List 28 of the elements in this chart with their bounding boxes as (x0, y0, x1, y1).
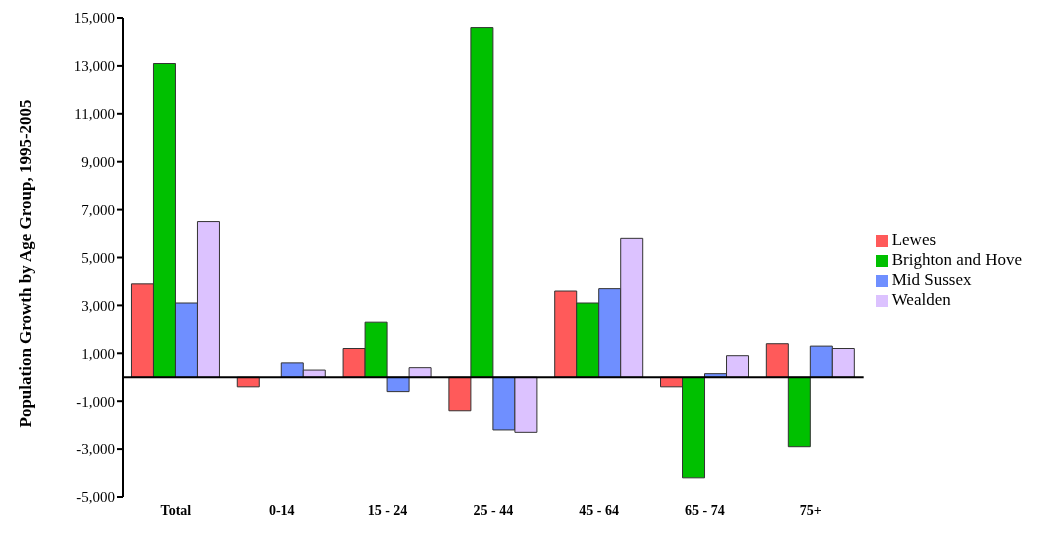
x-tick-label: 15 - 24 (367, 502, 408, 518)
y-tick-label: 5,000 (81, 249, 115, 266)
bar (470, 27, 494, 378)
y-tick-label: 3,000 (81, 297, 115, 314)
bar (787, 376, 811, 448)
x-tick-label: 65 - 74 (685, 502, 725, 518)
y-tick-label: 1,000 (81, 345, 115, 362)
bar (765, 343, 789, 378)
x-tick-label: 0-14 (268, 502, 295, 518)
y-tick-label: 11,000 (74, 106, 115, 123)
legend-label: Lewes (891, 230, 937, 249)
y-tick-label: 7,000 (81, 201, 115, 218)
x-tick-label: 25 - 44 (473, 502, 514, 518)
y-axis-title: Population Growth by Age Group, 1995-2005 (16, 99, 36, 428)
bar (386, 376, 410, 393)
x-tick-label: 45 - 64 (579, 502, 619, 518)
legend-label: Brighton and Hove (891, 250, 1022, 269)
legend-label: Wealden (891, 290, 951, 309)
bar (448, 376, 472, 412)
y-tick-label: -1,000 (76, 393, 115, 410)
y-tick-label: 15,000 (73, 10, 115, 27)
x-tick-label: Total (160, 502, 192, 518)
y-tick-label: 9,000 (81, 154, 115, 171)
y-tick-label: -3,000 (76, 441, 115, 458)
y-tick-label: -5,000 (76, 489, 115, 506)
legend-label: Mid Sussex (891, 270, 972, 289)
y-tick-label: 13,000 (73, 58, 115, 75)
x-tick-label: 75+ (799, 502, 822, 518)
